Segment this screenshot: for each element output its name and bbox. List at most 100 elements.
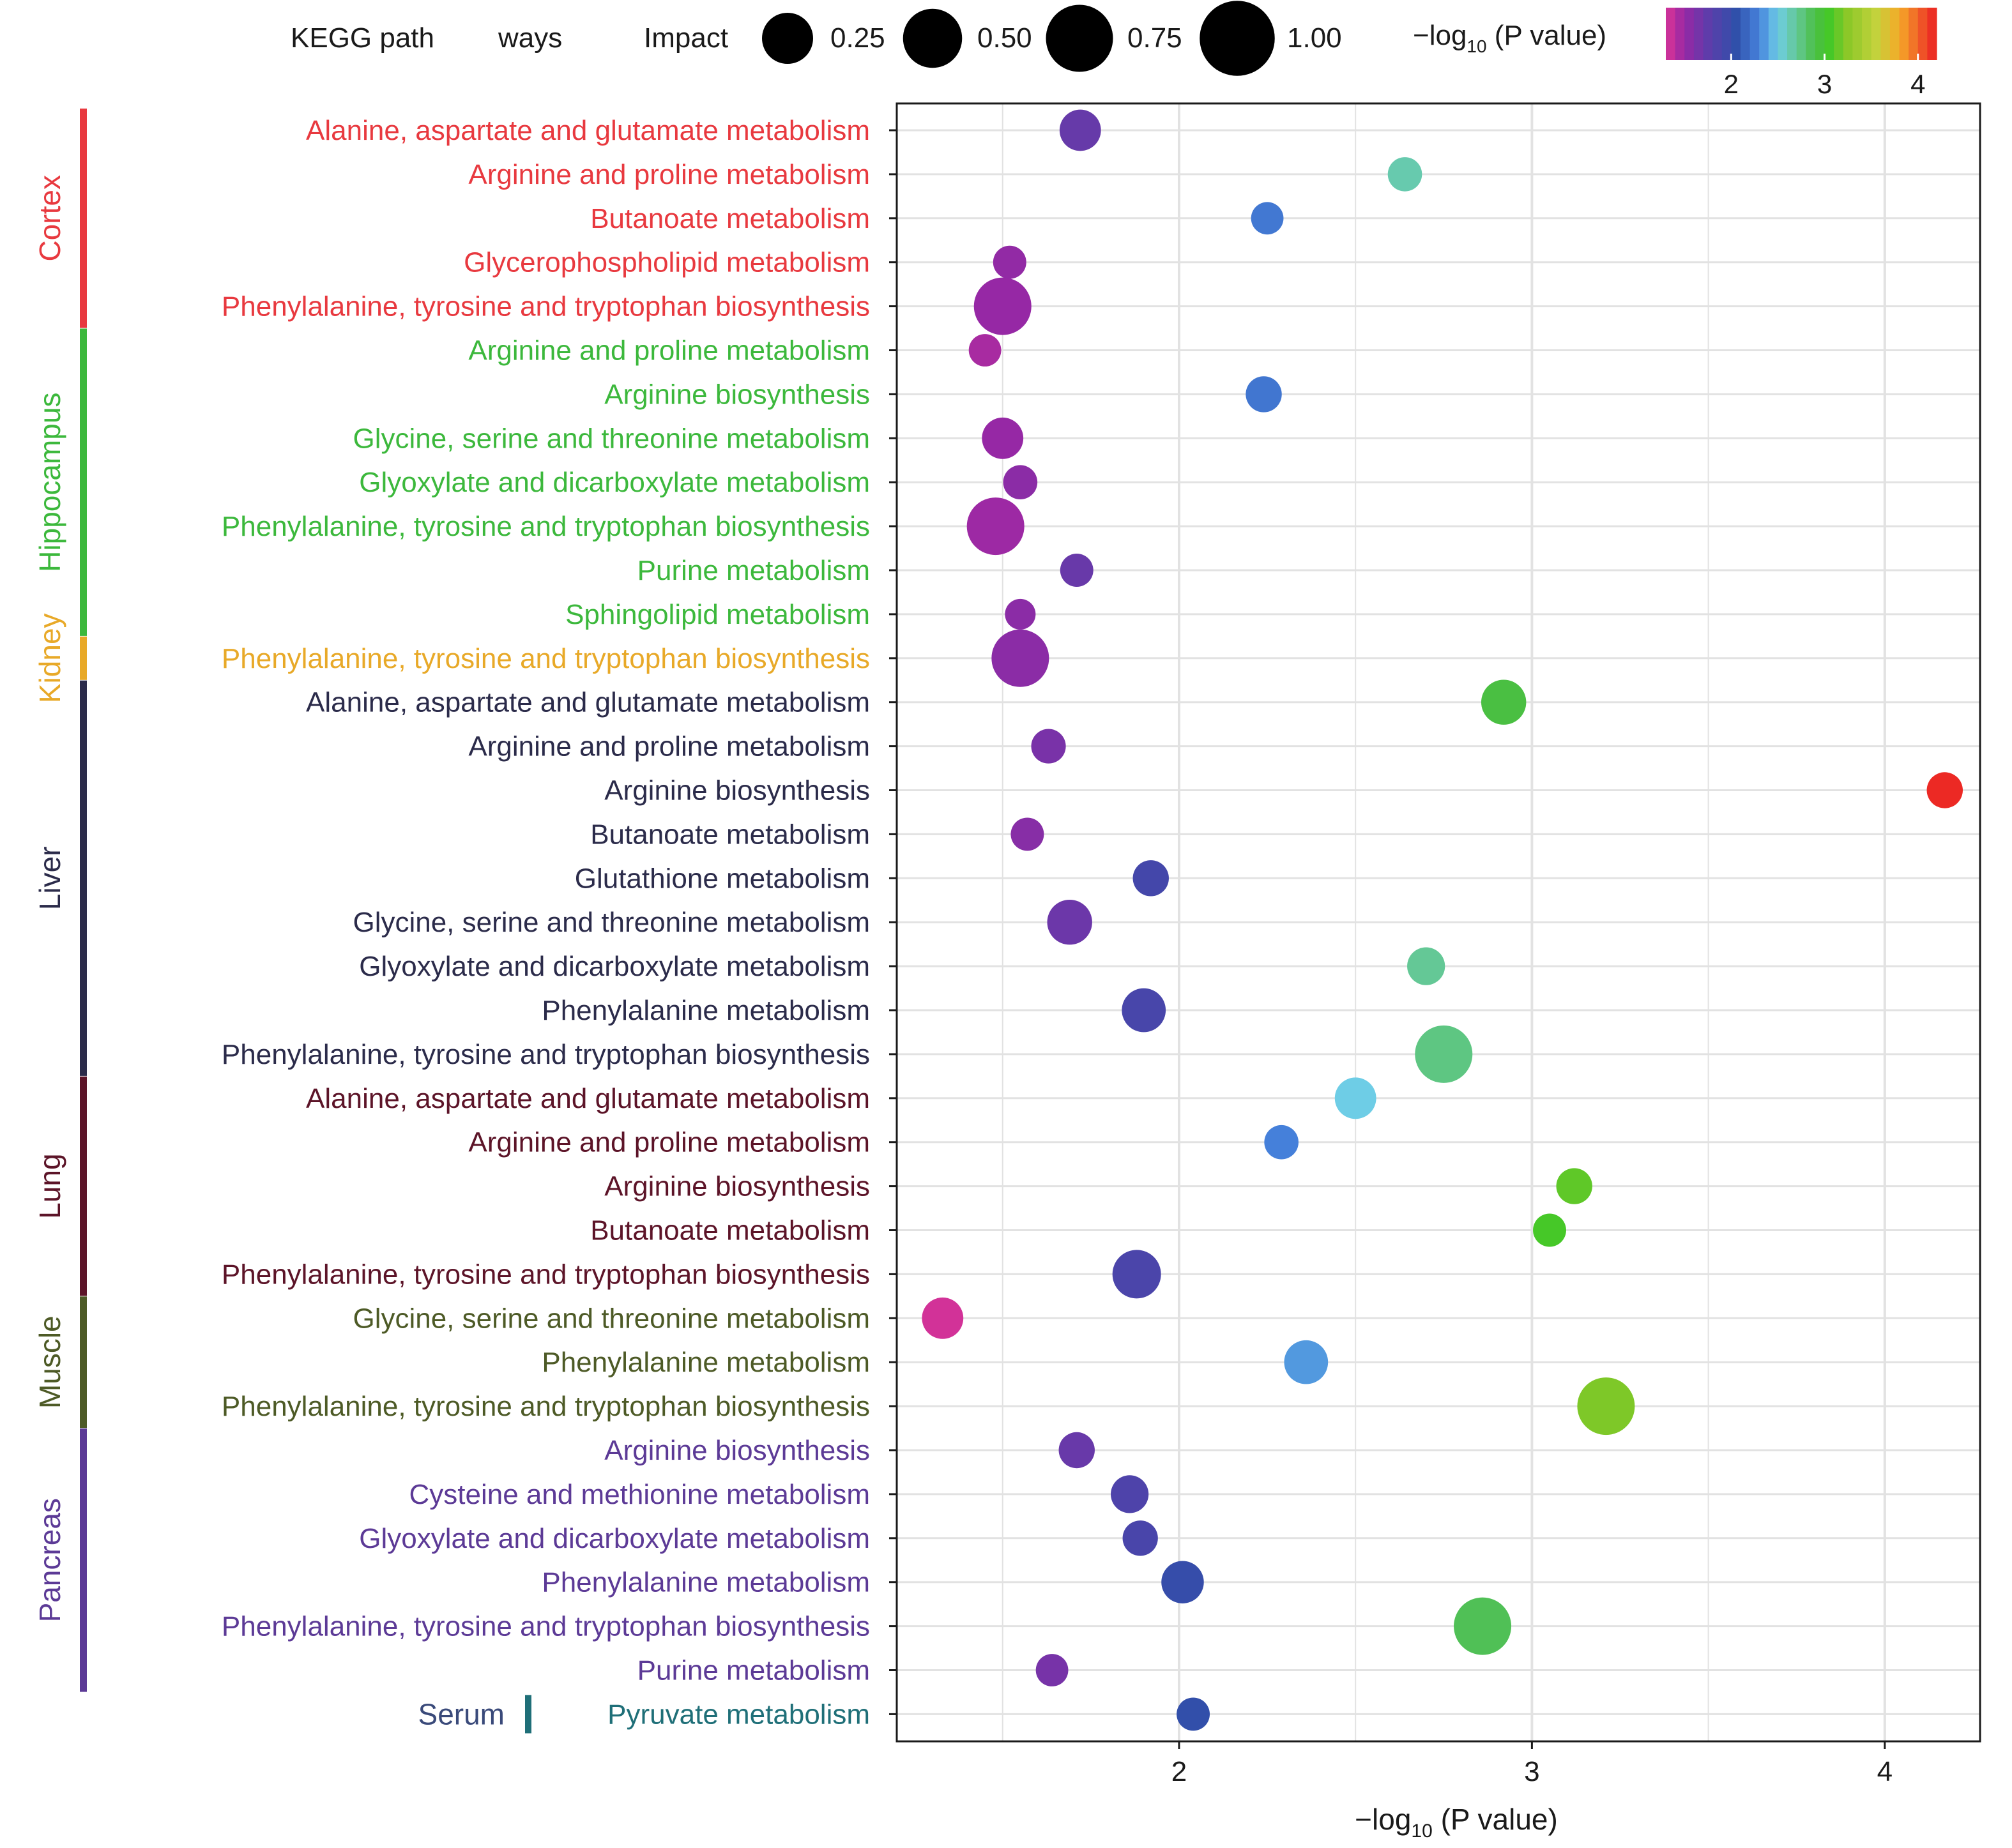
group-label: Pancreas: [33, 1498, 66, 1622]
pathway-label: Arginine biosynthesis: [604, 1171, 870, 1202]
plot-area: 2 3 4: [889, 102, 1981, 1787]
colorbar-segment: [1684, 8, 1695, 60]
data-point: [966, 497, 1025, 556]
pathway-label: Phenylalanine metabolism: [542, 1567, 870, 1598]
colorbar-segment: [1787, 8, 1797, 60]
pathway-label: Glyoxylate and dicarboxylate metabolism: [359, 1523, 870, 1554]
pathway-label: Arginine and proline metabolism: [468, 159, 870, 190]
data-point: [1122, 1520, 1158, 1556]
pathway-label: Glyoxylate and dicarboxylate metabolism: [359, 467, 870, 498]
x-ticks: 2 3 4: [1171, 1741, 1893, 1787]
pathway-label: Glycine, serine and threonine metabolism: [353, 907, 870, 938]
legend-color-title-rest: (P value): [1487, 20, 1607, 51]
colorbar-segment: [1871, 8, 1881, 60]
data-point: [1161, 1561, 1204, 1603]
data-point: [1251, 202, 1284, 235]
colorbar-segment: [1927, 8, 1937, 60]
legend-color-title-sub: 10: [1467, 36, 1486, 56]
x-tick-label: 2: [1171, 1756, 1187, 1787]
size-legend-label: 0.50: [977, 22, 1032, 54]
colorbar-segment: [1693, 8, 1704, 60]
data-point: [1926, 772, 1963, 808]
legend-title-part2: ways: [498, 22, 562, 54]
pathway-label: Phenylalanine, tyrosine and tryptophan b…: [222, 511, 870, 542]
legend-size-title: Impact: [644, 22, 728, 54]
colorbar-tick-label: 3: [1817, 69, 1832, 99]
pathway-label: Glycerophospholipid metabolism: [464, 247, 870, 278]
data-point: [1407, 947, 1445, 985]
data-point: [1387, 157, 1422, 192]
pathway-label: Phenylalanine, tyrosine and tryptophan b…: [222, 291, 870, 322]
data-point: [1111, 1475, 1149, 1513]
x-tick-label: 4: [1877, 1756, 1893, 1787]
group-bar: [80, 1296, 87, 1428]
legend: KEGG path ways Impact 0.25 0.50 0.75 1.00 −…: [291, 1, 1937, 99]
data-point: [1047, 900, 1092, 945]
group-bar: [80, 1428, 87, 1692]
legend-color-title-main: −log: [1413, 20, 1467, 51]
colorbar-segment: [1880, 8, 1891, 60]
pathway-label: Phenylalanine, tyrosine and tryptophan b…: [222, 1611, 870, 1642]
pathway-label: Alanine, aspartate and glutamate metabol…: [306, 687, 870, 718]
legend-color-title: −log10 (P value): [1413, 20, 1606, 56]
pathway-label: Cysteine and methionine metabolism: [409, 1479, 871, 1510]
pathway-label: Arginine biosynthesis: [604, 1435, 870, 1466]
pathway-label: Glyoxylate and dicarboxylate metabolism: [359, 951, 870, 982]
data-point: [1481, 679, 1527, 725]
x-axis-label-main: −log: [1355, 1803, 1411, 1836]
colorbar-segment: [1712, 8, 1723, 60]
color-legend: 2 3 4: [1666, 8, 1937, 99]
group-label: Kidney: [33, 613, 66, 703]
legend-title-part1: KEGG path: [291, 22, 434, 54]
pathway-label: Pyruvate metabolism: [607, 1699, 870, 1730]
pathway-label: Butanoate metabolism: [590, 1215, 870, 1246]
group-label: Muscle: [33, 1315, 66, 1409]
pathway-label: Butanoate metabolism: [590, 819, 870, 850]
y-ticks: [889, 129, 897, 1715]
data-point: [1058, 1432, 1095, 1469]
pathway-label: Phenylalanine metabolism: [542, 1347, 870, 1378]
colorbar-segment: [1796, 8, 1806, 60]
data-point: [1059, 109, 1101, 151]
size-legend-label: 1.00: [1287, 22, 1342, 54]
data-point: [1031, 729, 1066, 764]
data-point: [1005, 598, 1036, 630]
data-point: [973, 277, 1032, 335]
data-point: [1177, 1697, 1210, 1731]
colorbar-segment: [1917, 8, 1928, 60]
size-legend-label: 0.25: [830, 22, 885, 54]
pathway-label: Phenylalanine, tyrosine and tryptophan b…: [222, 1259, 870, 1290]
pathway-label: Purine metabolism: [637, 555, 870, 586]
colorbar-segment: [1749, 8, 1760, 60]
data-point: [1533, 1213, 1566, 1247]
size-legend: 0.25 0.50 0.75 1.00: [762, 1, 1342, 76]
x-tick-label: 3: [1524, 1756, 1539, 1787]
size-legend-circle: [1046, 4, 1113, 72]
colorbar-tick-label: 2: [1724, 69, 1739, 99]
pathway-label: Purine metabolism: [637, 1655, 870, 1686]
data-point: [1132, 860, 1169, 897]
data-point: [993, 245, 1026, 279]
data-point: [1246, 376, 1282, 413]
group-bar: [80, 1076, 87, 1296]
colorbar-segment: [1852, 8, 1863, 60]
pathway-label: Arginine and proline metabolism: [468, 731, 870, 762]
pathway-label: Arginine and proline metabolism: [468, 335, 870, 367]
colorbar-segment: [1675, 8, 1685, 60]
x-axis-label-sub: 10: [1411, 1821, 1432, 1842]
group-bar: [525, 1695, 531, 1734]
colorbar-segment: [1731, 8, 1741, 60]
data-point: [1112, 1250, 1161, 1299]
data-point: [1060, 554, 1094, 587]
data-point: [991, 629, 1049, 687]
pathway-label: Glutathione metabolism: [575, 863, 870, 894]
colorbar-segment: [1899, 8, 1909, 60]
colorbar-segment: [1778, 8, 1788, 60]
data-point: [1284, 1340, 1329, 1384]
data-point: [968, 334, 1002, 367]
pathway-label: Butanoate metabolism: [590, 203, 870, 234]
colorbar-segment: [1862, 8, 1872, 60]
x-axis-label: −log10 (P value): [1355, 1803, 1558, 1842]
colorbar-segment: [1806, 8, 1816, 60]
